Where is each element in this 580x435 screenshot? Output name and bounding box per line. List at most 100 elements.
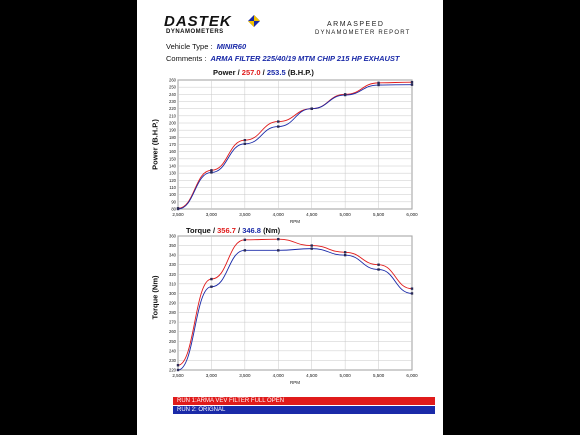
- power-data-point: [210, 169, 213, 172]
- torque-y-tick-label: 330: [169, 262, 177, 267]
- torque-data-point: [343, 251, 347, 254]
- power-y-tick-label: 80: [171, 207, 176, 212]
- torque-data-point: [176, 364, 180, 367]
- power-y-tick-label: 230: [169, 99, 177, 104]
- power-data-point: [243, 139, 247, 142]
- power-x-tick-label: 3,000: [206, 212, 218, 217]
- comments-value: ARMA FILTER 225/40/19 MTM CHIP 215 HP EX…: [210, 54, 400, 63]
- power-x-tick-label: 5,500: [373, 212, 385, 217]
- torque-title-run1: 356.7: [217, 226, 236, 235]
- comments-label: Comments :: [166, 54, 207, 63]
- legend-run1: RUN 1:ARMA VEV FILTER FULL OPEN: [173, 397, 435, 405]
- vehicle-type-value: MINIR60: [216, 42, 247, 51]
- power-data-point: [377, 81, 380, 85]
- power-y-tick-label: 190: [169, 128, 177, 133]
- torque-title-unit: (Nm): [263, 226, 281, 235]
- power-data-point: [210, 171, 213, 174]
- torque-data-point: [343, 253, 347, 257]
- power-x-tick-label: 3,500: [239, 212, 251, 217]
- report-subtitle: DYNAMOMETER REPORT: [315, 30, 411, 36]
- power-data-point: [377, 83, 380, 87]
- torque-data-point: [210, 285, 213, 288]
- torque-y-tick-label: 300: [169, 291, 177, 296]
- torque-x-tick-label: 5,000: [340, 373, 352, 378]
- vehicle-type-label: Vehicle Type :: [166, 42, 213, 51]
- power-x-tick-label: 5,000: [340, 212, 352, 217]
- torque-data-point: [310, 247, 313, 250]
- power-x-tick-label: 2,500: [172, 212, 184, 217]
- vehicle-type-row: Vehicle Type : MINIR60: [166, 42, 246, 51]
- torque-title-prefix: Torque /: [186, 226, 216, 235]
- torque-y-tick-label: 360: [169, 234, 177, 239]
- power-data-point: [410, 80, 414, 84]
- torque-y-tick-label: 280: [169, 310, 177, 315]
- torque-data-point: [277, 237, 280, 241]
- power-chart-title: Power / 257.0 / 253.5 (B.H.P.): [213, 68, 314, 77]
- power-y-tick-label: 150: [169, 156, 177, 161]
- report-title: ARMASPEED: [327, 21, 385, 28]
- torque-data-point: [243, 238, 247, 242]
- power-y-tick-label: 210: [169, 113, 177, 118]
- power-y-tick-label: 260: [169, 78, 177, 83]
- torque-chart-title: Torque / 356.7 / 346.8 (Nm): [186, 226, 280, 235]
- torque-data-point: [410, 287, 414, 290]
- torque-x-axis-label: RPM: [290, 380, 300, 385]
- power-y-tick-label: 90: [171, 199, 176, 204]
- power-y-tick-label: 100: [169, 192, 177, 197]
- power-y-tick-label: 130: [169, 171, 177, 176]
- power-x-tick-label: 6,000: [406, 212, 418, 217]
- torque-chart: 2,500 3,000 3,500 4,000 4,500 5,000 5,500 6,000…: [169, 234, 418, 386]
- torque-y-tick-label: 320: [169, 272, 177, 277]
- power-title-prefix: Power /: [213, 68, 240, 77]
- brand-name: DASTEK: [164, 13, 232, 30]
- power-data-point: [176, 207, 180, 211]
- torque-x-tick-label: 5,500: [373, 373, 385, 378]
- torque-y-tick-label: 240: [169, 348, 177, 353]
- power-title-run1: 257.0: [241, 68, 261, 77]
- torque-data-point: [377, 268, 380, 271]
- power-data-point: [410, 83, 414, 86]
- torque-y-tick-label: 250: [169, 339, 177, 344]
- torque-data-point: [310, 244, 313, 247]
- torque-title-sep: /: [238, 226, 241, 235]
- power-data-point: [277, 120, 280, 123]
- comments-row: Comments : ARMA FILTER 225/40/19 MTM CHIP…: [166, 54, 400, 63]
- power-data-point: [277, 125, 280, 128]
- torque-x-tick-label: 4,500: [306, 373, 318, 378]
- power-data-point: [310, 107, 313, 110]
- torque-data-point: [243, 249, 247, 252]
- report-sheet: DASTEK DYNAMOMETERS ARMASPEED DYNAMOMETE…: [137, 0, 443, 435]
- torque-x-tick-label: 2,500: [172, 373, 184, 378]
- power-data-point: [243, 142, 247, 145]
- torque-y-tick-label: 230: [169, 358, 177, 363]
- torque-data-point: [210, 277, 213, 281]
- power-y-tick-label: 140: [169, 164, 177, 169]
- power-y-tick-label: 170: [169, 142, 177, 147]
- power-title-unit: (B.H.P.): [287, 68, 314, 77]
- power-y-tick-label: 160: [169, 149, 177, 154]
- torque-data-point: [176, 368, 180, 372]
- power-data-point: [343, 93, 347, 97]
- power-y-tick-label: 110: [169, 185, 176, 190]
- dastek-logo: DASTEK DYNAMOMETERS: [164, 13, 260, 35]
- torque-x-tick-label: 3,000: [206, 373, 218, 378]
- legend-run2: RUN 2: ORIGNAL: [173, 406, 435, 414]
- torque-x-tick-label: 6,000: [406, 373, 418, 378]
- torque-data-point: [410, 292, 414, 295]
- power-title-run2: 253.5: [266, 68, 286, 77]
- torque-data-point: [377, 263, 380, 266]
- torque-title-run2: 346.8: [242, 226, 261, 235]
- torque-y-tick-label: 350: [169, 243, 177, 248]
- torque-y-tick-label: 340: [169, 253, 177, 258]
- torque-x-tick-label: 4,000: [273, 373, 285, 378]
- brand-subtitle: DYNAMOMETERS: [166, 29, 224, 35]
- power-y-tick-label: 240: [169, 92, 177, 97]
- torque-y-tick-label: 290: [169, 301, 177, 306]
- power-y-tick-label: 200: [169, 121, 177, 126]
- power-chart: 2,500 3,000 3,500 4,000 4,500 5,000 5,500 6,000…: [169, 78, 418, 225]
- torque-y-tick-label: 270: [169, 320, 177, 325]
- torque-y-tick-label: 220: [169, 368, 177, 373]
- power-x-axis-label: RPM: [290, 219, 300, 224]
- power-x-tick-label: 4,500: [306, 212, 318, 217]
- power-y-tick-label: 120: [169, 178, 177, 183]
